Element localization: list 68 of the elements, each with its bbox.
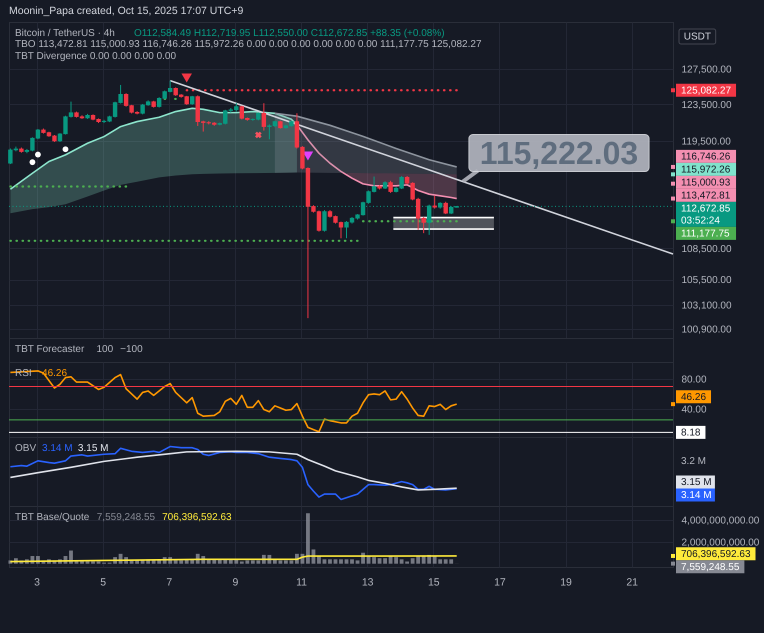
data-label: 125,082.27 <box>681 85 732 96</box>
data-label: 113,472.81 <box>681 190 731 202</box>
y-tick-label: 80.00 <box>682 374 707 386</box>
x-tick-label: 13 <box>362 576 374 588</box>
point <box>30 159 36 166</box>
annotation: 115,222.03 <box>480 135 638 172</box>
candlestick <box>443 201 448 215</box>
ref-line-label: 8.18 <box>681 427 701 438</box>
x-tick-label: 15 <box>428 576 440 588</box>
text: 3.2 M <box>681 456 706 468</box>
text: TBT Forecaster <box>15 344 85 355</box>
x-tick-label: 9 <box>232 576 239 588</box>
x-tick-label: 19 <box>560 576 572 588</box>
y-tick-label: 123,500.00 <box>682 100 732 111</box>
point <box>62 146 68 152</box>
x-tick-label: 5 <box>100 576 106 588</box>
point <box>671 172 675 176</box>
point <box>671 182 675 186</box>
line-series <box>10 370 458 433</box>
candlestick <box>262 102 266 132</box>
y-tick-label: 4,000,000,000.00 <box>682 515 760 526</box>
y-tick-label: 108,500.00 <box>682 244 732 255</box>
annotation: TBO 113,472.81 115,000.93 116,746.26 115,972.26 0.00 0.00 0.00 0.00 0.00 0.00 111,177.75 125,082.27 <box>15 39 482 50</box>
text: 706,396,592.63 <box>162 512 232 523</box>
text: TBT Base/Quote <box>15 512 90 523</box>
text: 7,559,248.55 <box>96 512 156 523</box>
candlestick <box>388 180 393 194</box>
data-label: 115,972.26 <box>681 164 731 176</box>
x-tick-label: 3 <box>34 576 40 588</box>
text: −100 <box>120 344 144 355</box>
candlestick <box>322 210 327 232</box>
text: O112,584.49 H112,719.95 L112,550.00 C112,672.85 +88.35 (+0.08%) <box>134 28 445 39</box>
data-label: 115,000.93 <box>681 177 731 188</box>
y-tick-label: 105,500.00 <box>682 275 732 286</box>
y-tick-label: 103,100.00 <box>682 300 732 312</box>
point <box>255 132 262 138</box>
point <box>671 196 675 201</box>
data-label: 116,746.26 <box>681 151 731 162</box>
annotation: 3.15 M <box>78 443 108 454</box>
x-tick-label: 11 <box>296 576 308 588</box>
data-label: 111,177.75 <box>681 228 730 240</box>
point <box>671 164 675 169</box>
point <box>671 219 675 224</box>
ref-line-label: 112,672.85 03:52:24 <box>681 203 731 226</box>
text: 3.14 M <box>681 490 712 501</box>
y-tick-label: 40.00 <box>682 404 707 416</box>
y-tick-label: 127,500.00 <box>682 64 732 76</box>
text: Bitcoin / TetherUS · 4h <box>15 28 115 39</box>
x-tick-label: 17 <box>494 576 506 588</box>
candlestick <box>432 195 437 210</box>
y-tick-label: 2,000,000,000.00 <box>682 537 760 548</box>
x-tick-label: 21 <box>626 576 638 588</box>
x-tick-label: 7 <box>166 576 172 588</box>
data-label: 7,559,248.55 <box>681 562 740 573</box>
text: 100 <box>96 344 114 355</box>
point <box>35 152 41 158</box>
annotation: TBT Divergence 0.00 0.00 0.00 0.00 <box>15 51 176 62</box>
point <box>181 73 192 83</box>
text: Moonin_Papa created, Oct 15, 2025 17:07 UTC+9 <box>9 5 244 17</box>
y-axis-title: USDT <box>684 32 711 42</box>
chart-title: OBV <box>15 443 36 454</box>
data-label: 46.26 <box>681 392 706 403</box>
y-tick-label: 100,900.00 <box>682 324 732 336</box>
y-tick-label: 119,500.00 <box>682 136 732 148</box>
data-label: 706,396,592.63 <box>681 548 751 560</box>
annotation: 3.14 M <box>42 443 73 454</box>
point <box>671 88 675 92</box>
text: 3.15 M <box>681 476 712 488</box>
